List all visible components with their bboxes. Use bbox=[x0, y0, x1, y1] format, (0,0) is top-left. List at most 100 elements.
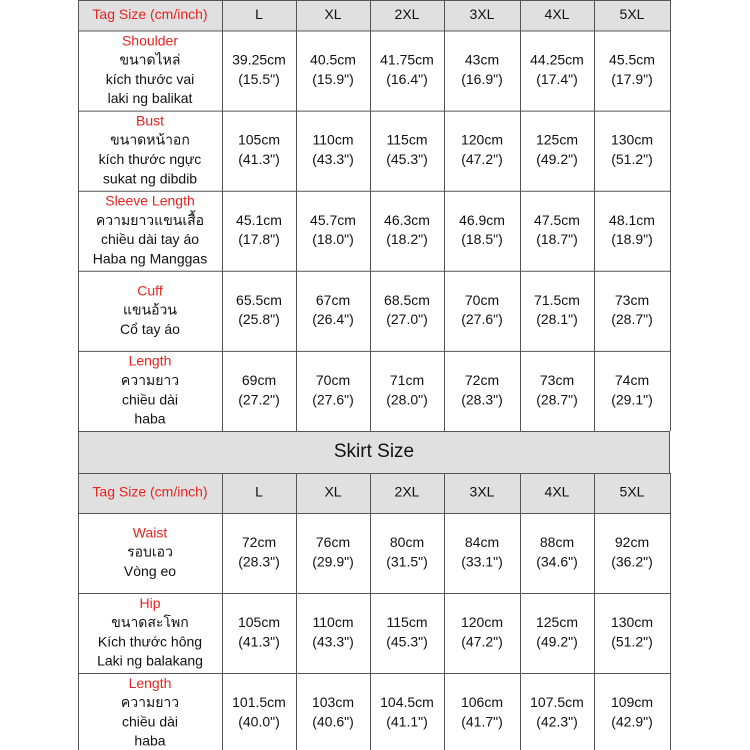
row-label: ขนาดสะโพก bbox=[111, 614, 188, 630]
size-value: (51.2") bbox=[611, 151, 653, 167]
row-label: ขนาดหน้าอก bbox=[110, 132, 190, 148]
size-value: 130cm bbox=[611, 614, 653, 630]
row-label: ความยาว bbox=[121, 372, 179, 388]
row-label: แขนอ้วน bbox=[123, 302, 177, 318]
size-value: (18.2") bbox=[386, 231, 428, 247]
size-value: (25.8") bbox=[238, 311, 280, 327]
header-cell: 5XL bbox=[620, 6, 645, 22]
row-label: haba bbox=[134, 733, 165, 749]
size-value: (16.4") bbox=[386, 71, 428, 87]
size-value: 73cm bbox=[540, 372, 574, 388]
size-value: (15.9") bbox=[312, 71, 354, 87]
size-value: 71cm bbox=[390, 372, 424, 388]
row-label: Bust bbox=[136, 112, 164, 128]
size-value: (28.3") bbox=[461, 391, 503, 407]
size-value: (18.7") bbox=[536, 231, 578, 247]
size-value: 72cm bbox=[465, 372, 499, 388]
row-label: Vòng eo bbox=[124, 563, 176, 579]
size-value: (16.9") bbox=[461, 71, 503, 87]
size-value: 76cm bbox=[316, 534, 350, 550]
row-label: Haba ng Manggas bbox=[93, 250, 207, 266]
size-value: (27.6") bbox=[461, 311, 503, 327]
size-value: (33.1") bbox=[461, 553, 503, 569]
header-cell: Tag Size (cm/inch) bbox=[92, 6, 207, 22]
size-value: (41.7") bbox=[461, 713, 503, 729]
header-cell: XL bbox=[324, 6, 341, 22]
header-row bbox=[78, 473, 670, 513]
size-value: (47.2") bbox=[461, 633, 503, 649]
header-cell: 3XL bbox=[470, 6, 495, 22]
size-value: 103cm bbox=[312, 694, 354, 710]
row-label: haba bbox=[134, 411, 165, 427]
row-label: Length bbox=[129, 675, 172, 691]
size-value: 45.7cm bbox=[310, 212, 356, 228]
row-label: Cuff bbox=[137, 282, 163, 298]
size-value: (28.1") bbox=[536, 311, 578, 327]
size-value: 70cm bbox=[316, 372, 350, 388]
size-value: (41.1") bbox=[386, 713, 428, 729]
size-value: (42.9") bbox=[611, 713, 653, 729]
size-value: (34.6") bbox=[536, 553, 578, 569]
size-value: (29.9") bbox=[312, 553, 354, 569]
row-label: Kích thước hông bbox=[98, 633, 202, 649]
size-value: 125cm bbox=[536, 614, 578, 630]
size-value: (43.3") bbox=[312, 151, 354, 167]
size-value: 80cm bbox=[390, 534, 424, 550]
size-value: (26.4") bbox=[312, 311, 354, 327]
row-label: ความยาวแขนเสื้อ bbox=[96, 210, 204, 228]
row-label: ขนาดไหล่ bbox=[120, 52, 181, 68]
size-value: 107.5cm bbox=[530, 694, 584, 710]
size-value: (15.5") bbox=[238, 71, 280, 87]
size-value: 88cm bbox=[540, 534, 574, 550]
header-cell: 4XL bbox=[545, 484, 570, 500]
row-label: kích thước ngực bbox=[99, 151, 202, 167]
size-value: 74cm bbox=[615, 372, 649, 388]
size-value: (18.9") bbox=[611, 231, 653, 247]
header-cell: 2XL bbox=[395, 6, 420, 22]
size-value: 110cm bbox=[313, 614, 354, 630]
section-row bbox=[78, 431, 670, 473]
size-value: 45.5cm bbox=[609, 52, 655, 68]
size-value: 40.5cm bbox=[310, 52, 356, 68]
header-cell: XL bbox=[324, 484, 341, 500]
size-value: 47.5cm bbox=[534, 212, 580, 228]
size-value: (27.0") bbox=[386, 311, 428, 327]
size-value: (40.0") bbox=[238, 713, 280, 729]
size-value: 68.5cm bbox=[384, 292, 430, 308]
row-label: kích thước vai bbox=[106, 71, 195, 87]
size-value: 104.5cm bbox=[380, 694, 434, 710]
row-label: Cổ tay áo bbox=[120, 321, 180, 337]
size-value: (31.5") bbox=[386, 553, 428, 569]
row-label: Hip bbox=[139, 595, 160, 611]
size-value: 92cm bbox=[615, 534, 649, 550]
size-value: 46.3cm bbox=[384, 212, 430, 228]
size-value: 84cm bbox=[465, 534, 499, 550]
header-row bbox=[78, 0, 670, 31]
size-value: 120cm bbox=[461, 132, 503, 148]
size-value: (17.9") bbox=[611, 71, 653, 87]
size-value: (27.6") bbox=[312, 391, 354, 407]
size-value: 101.5cm bbox=[232, 694, 286, 710]
size-value: 110cm bbox=[313, 132, 354, 148]
size-value: 115cm bbox=[387, 614, 428, 630]
size-value: 106cm bbox=[461, 694, 503, 710]
size-value: (49.2") bbox=[536, 151, 578, 167]
size-value: (28.0") bbox=[386, 391, 428, 407]
header-cell: 3XL bbox=[470, 484, 495, 500]
size-value: (18.5") bbox=[461, 231, 503, 247]
size-value: 65.5cm bbox=[236, 292, 282, 308]
header-cell: 5XL bbox=[620, 484, 645, 500]
size-value: (47.2") bbox=[461, 151, 503, 167]
size-value: 73cm bbox=[615, 292, 649, 308]
size-value: 67cm bbox=[316, 292, 350, 308]
size-value: 70cm bbox=[465, 292, 499, 308]
size-value: 45.1cm bbox=[236, 212, 282, 228]
size-value: (42.3") bbox=[536, 713, 578, 729]
size-value: (49.2") bbox=[536, 633, 578, 649]
header-cell: L bbox=[255, 6, 263, 22]
size-value: 109cm bbox=[611, 694, 653, 710]
size-value: 41.75cm bbox=[380, 52, 434, 68]
row-label: Waist bbox=[133, 524, 168, 540]
header-cell: 2XL bbox=[395, 484, 420, 500]
size-value: 39.25cm bbox=[232, 52, 286, 68]
